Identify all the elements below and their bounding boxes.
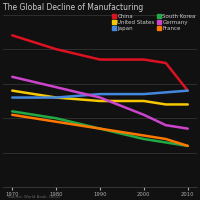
Text: The Global Decline of Manufacturing: The Global Decline of Manufacturing [3, 3, 144, 12]
Text: Source: World Bank, OECD: Source: World Bank, OECD [8, 195, 60, 199]
Legend: China, United States, Japan, South Korea, Germany, France: China, United States, Japan, South Korea… [112, 14, 196, 31]
